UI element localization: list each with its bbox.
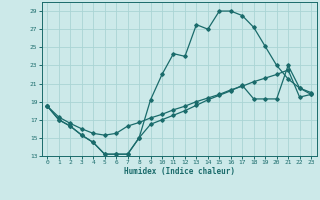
- X-axis label: Humidex (Indice chaleur): Humidex (Indice chaleur): [124, 167, 235, 176]
